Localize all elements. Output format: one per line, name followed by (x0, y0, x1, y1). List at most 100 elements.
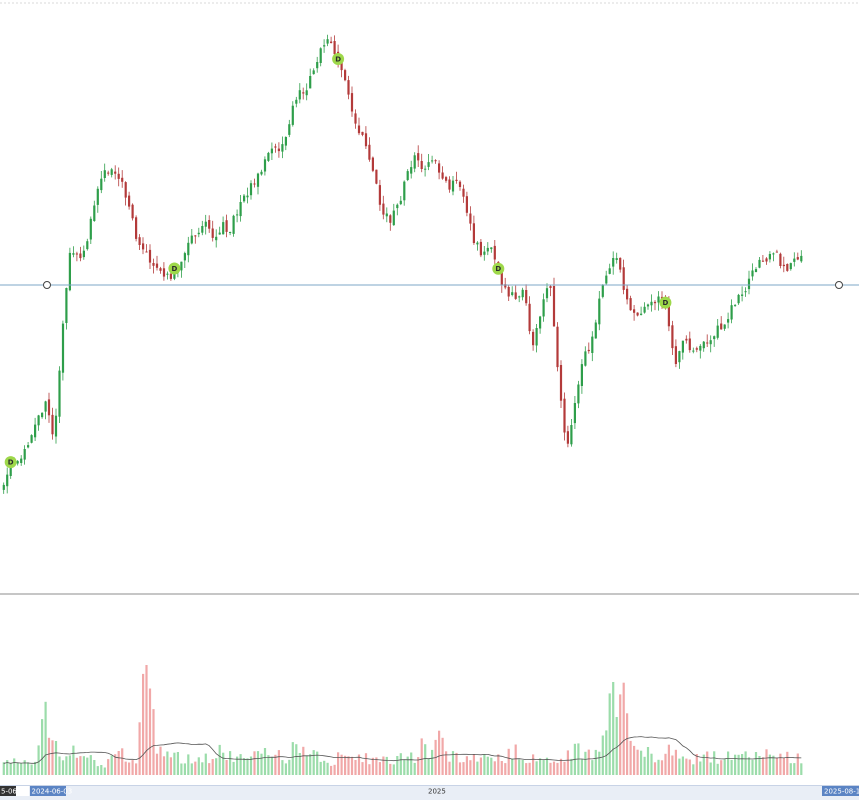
candle-body (197, 232, 200, 235)
volume-bar (378, 762, 381, 775)
candle-body (54, 415, 58, 437)
volume-bar (601, 735, 604, 775)
candle-body (754, 269, 758, 273)
volume-bar (114, 754, 117, 775)
candle-body (580, 364, 583, 386)
volume-bar (685, 758, 688, 775)
candle-body (350, 93, 354, 112)
year-tick-label: 2025 (428, 788, 446, 796)
candle-body (695, 348, 698, 350)
volume-bar (709, 762, 712, 775)
volume-bar (2, 762, 5, 775)
range-end-label-bg[interactable] (822, 786, 859, 796)
volume-bar (68, 755, 71, 775)
candle-body (361, 131, 364, 135)
volume-bar (504, 763, 507, 775)
candle-body (392, 210, 395, 226)
volume-bar (633, 745, 636, 775)
volume-bar (211, 759, 214, 775)
candle-body (598, 298, 601, 325)
candle-body (591, 336, 594, 353)
volume-bar (518, 759, 521, 775)
volume-bar (706, 751, 709, 775)
volume-bar (469, 760, 472, 775)
candle-body (713, 336, 716, 340)
volume-bar (438, 730, 441, 775)
candle-body (385, 213, 388, 217)
volume-bar (532, 754, 535, 775)
dividend-marker-label: D (171, 265, 177, 273)
volume-bar (93, 760, 96, 775)
candle-body (375, 169, 378, 184)
candle-body (232, 215, 235, 234)
candle-body (215, 236, 218, 241)
volume-bar (754, 752, 758, 775)
candle-body (619, 257, 622, 270)
volume-bar (162, 756, 166, 775)
volume-bar (640, 750, 643, 775)
volume-bar (41, 719, 44, 775)
volume-bar (270, 757, 273, 775)
candle-body (37, 415, 40, 426)
volume-bar (751, 759, 754, 775)
volume-bar (316, 751, 319, 775)
candle-body (438, 163, 441, 173)
volume-bar (194, 761, 197, 775)
volume-bar (47, 737, 51, 775)
volume-bar (173, 752, 176, 775)
volume-bar (727, 751, 730, 775)
candle-body (204, 221, 207, 227)
horizontal-line[interactable] (0, 281, 859, 289)
dividend-marker-label: D (662, 299, 668, 307)
volume-bar (629, 740, 632, 775)
line-handle-right[interactable] (835, 281, 843, 289)
candle-body (587, 349, 590, 352)
volume-bar (737, 754, 740, 775)
candle-body (535, 328, 538, 346)
volume-bar (653, 762, 657, 775)
volume-bar (65, 756, 68, 775)
volume-bar (131, 760, 134, 775)
volume-bar (350, 756, 354, 775)
left-edge-label: 5-06 (1, 788, 17, 796)
range-start-label[interactable]: 2024-06-03 (32, 788, 73, 796)
volume-bar (357, 754, 361, 775)
volume-bar (284, 763, 287, 775)
volume-bar (319, 761, 322, 775)
volume-bar (16, 763, 19, 775)
candle-body (107, 172, 110, 174)
volume-bar (117, 751, 120, 775)
candle-body (229, 232, 232, 233)
line-handle-left[interactable] (43, 281, 51, 289)
candle-body (243, 195, 246, 202)
volume-bar (243, 758, 246, 775)
candle-body (532, 331, 535, 346)
volume-bar (89, 755, 92, 775)
volume-bar (674, 749, 677, 775)
range-end-label[interactable]: 2025-08-14 (824, 788, 859, 796)
volume-bar (410, 752, 413, 775)
candle-body (72, 253, 75, 255)
candle-body (110, 169, 113, 175)
candle-body (274, 146, 277, 148)
volume-bar (208, 763, 211, 775)
volume-bar (225, 760, 228, 775)
candle-body (93, 205, 96, 221)
candle-body (20, 458, 23, 463)
candle-body (716, 325, 719, 338)
candle-body (768, 254, 771, 260)
volume-bar (305, 755, 308, 775)
volume-bar (20, 763, 23, 775)
volume-bar (514, 744, 517, 775)
volume-bar (580, 759, 583, 775)
volume-bar (72, 745, 75, 775)
candle-body (23, 449, 26, 460)
candle-body (131, 204, 134, 219)
volume-bar (650, 753, 653, 775)
candle-body (389, 215, 392, 223)
candle-body (364, 133, 368, 147)
candle-body (396, 204, 399, 209)
volume-bar (681, 756, 684, 775)
range-start-label-bg[interactable] (30, 786, 66, 796)
volume-bar (86, 757, 89, 775)
